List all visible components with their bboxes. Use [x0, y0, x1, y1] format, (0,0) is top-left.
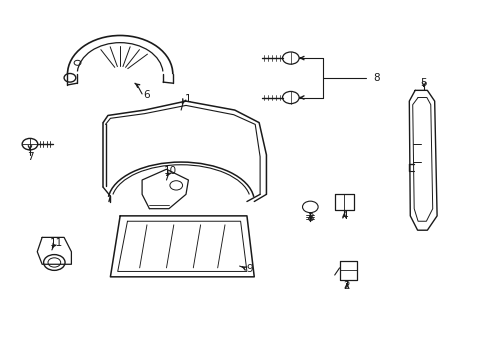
- Text: 4: 4: [341, 211, 347, 221]
- Text: 9: 9: [245, 264, 252, 274]
- Text: 8: 8: [372, 73, 379, 83]
- Text: 5: 5: [420, 78, 427, 88]
- Text: 3: 3: [306, 213, 313, 222]
- Text: 10: 10: [163, 166, 177, 176]
- Text: 6: 6: [143, 90, 150, 100]
- Text: 11: 11: [50, 238, 63, 248]
- Text: 2: 2: [343, 281, 349, 291]
- Text: 1: 1: [185, 94, 191, 104]
- Text: 7: 7: [26, 152, 33, 162]
